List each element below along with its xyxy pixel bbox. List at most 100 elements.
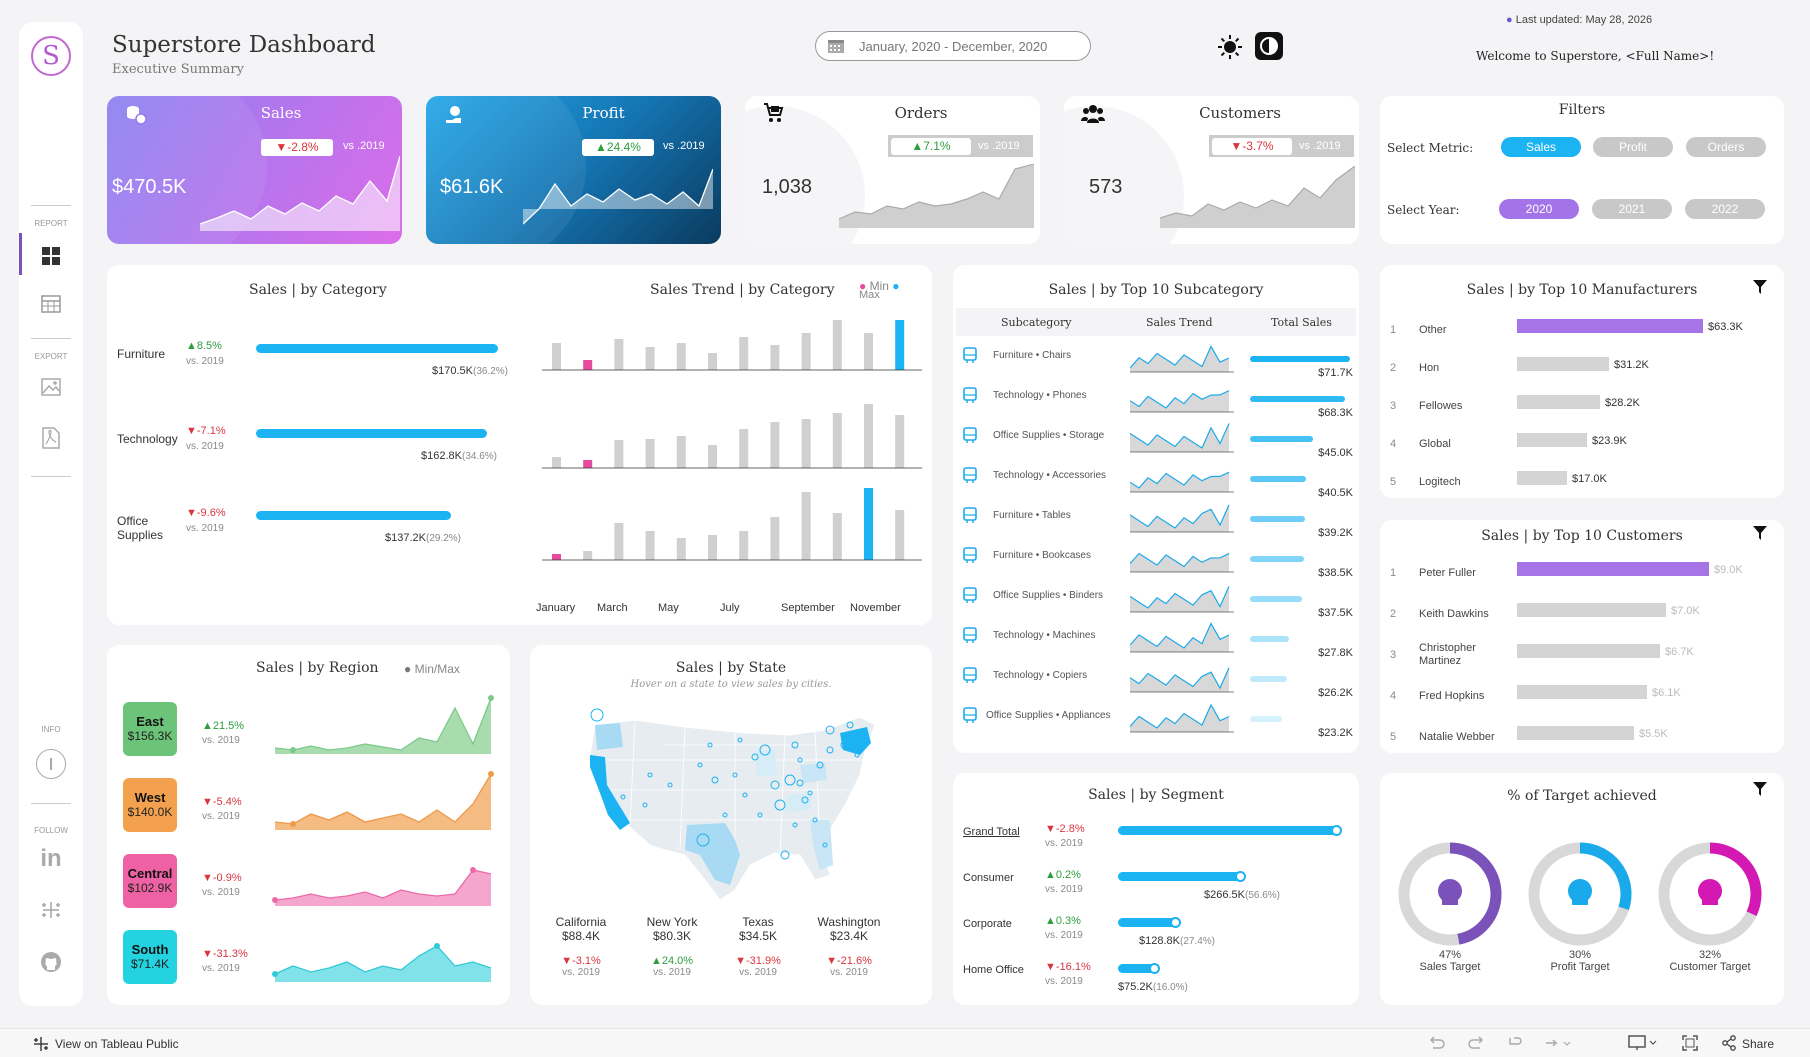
- kpi-customers-label: Customers: [1199, 104, 1281, 122]
- category-trend-bar: [801, 492, 811, 560]
- subcategory-sparkline: [1130, 471, 1234, 493]
- state-summary[interactable]: California $88.4K ▼-3.1% vs. 2019: [531, 915, 631, 978]
- logo[interactable]: S: [31, 36, 71, 76]
- subcategory-sparkline: [1130, 390, 1234, 413]
- rank-bar[interactable]: [1517, 433, 1587, 447]
- subcategory-bar[interactable]: [1250, 556, 1304, 562]
- share-button[interactable]: Share: [1742, 1037, 1775, 1051]
- rank-name: Keith Dawkins: [1419, 608, 1489, 620]
- rank-bar[interactable]: [1517, 726, 1634, 740]
- category-trend-bar: [739, 429, 749, 468]
- target-gauge[interactable]: 32% Customer Target: [1657, 841, 1763, 981]
- manufacturers-filter-icon[interactable]: [1752, 279, 1768, 295]
- cart-icon: [762, 102, 784, 124]
- region-card: Sales | by Region ● Min/Max East $156.3K ▲…: [107, 645, 510, 1005]
- linkedin-icon[interactable]: in: [40, 845, 62, 872]
- dark-mode-icon[interactable]: [1255, 32, 1283, 60]
- category-trend-bar: [708, 353, 717, 370]
- bookcase-icon: [961, 546, 979, 564]
- state-summary[interactable]: Washington $23.4K ▼-21.6% vs. 2019: [799, 915, 899, 978]
- target-gauge[interactable]: 47% Sales Target: [1397, 841, 1503, 981]
- subcategory-bar[interactable]: [1250, 356, 1350, 362]
- metric-pill-profit[interactable]: Profit: [1593, 137, 1673, 157]
- people-icon: [1081, 104, 1105, 124]
- year-pill-2021[interactable]: 2021: [1592, 199, 1672, 219]
- subcategory-bar[interactable]: [1250, 676, 1287, 682]
- segment-bar[interactable]: [1118, 964, 1158, 973]
- rank-bar[interactable]: [1517, 319, 1703, 333]
- category-trend-bar: [645, 439, 655, 468]
- subcategory-bar[interactable]: [1250, 396, 1345, 402]
- subcategory-bar[interactable]: [1250, 596, 1302, 602]
- targets-filter-icon[interactable]: [1752, 781, 1768, 797]
- subcategory-bar[interactable]: [1250, 716, 1282, 722]
- rank-bar[interactable]: [1517, 471, 1567, 485]
- category-bar[interactable]: [256, 511, 451, 520]
- revert-icon[interactable]: [1506, 1035, 1524, 1051]
- us-state-map[interactable]: [575, 705, 885, 900]
- region-vs: vs. 2019: [202, 963, 240, 974]
- rank-bar[interactable]: [1517, 644, 1660, 658]
- segment-bar[interactable]: [1118, 826, 1340, 835]
- state-summary[interactable]: Texas $34.5K ▼-31.9% vs. 2019: [708, 915, 808, 978]
- segment-bar-knob: [1170, 917, 1181, 928]
- region-tile-west[interactable]: West $140.0K: [123, 778, 177, 832]
- region-tile-south[interactable]: South $71.4K: [123, 930, 177, 984]
- category-trend-bar: [770, 517, 780, 560]
- subcategory-bar[interactable]: [1250, 436, 1313, 442]
- region-tile-central[interactable]: Central $102.9K: [123, 854, 177, 908]
- rank-bar[interactable]: [1517, 395, 1600, 409]
- image-export-icon[interactable]: [41, 377, 61, 397]
- date-range-picker[interactable]: January, 2020 - December, 2020: [815, 31, 1091, 61]
- share-icon[interactable]: [1721, 1035, 1737, 1051]
- rank-bar[interactable]: [1517, 357, 1609, 371]
- rank-value: $28.2K: [1605, 397, 1640, 409]
- github-icon[interactable]: [39, 950, 63, 974]
- category-trend-bar: [676, 343, 686, 370]
- state-summary[interactable]: New York $80.3K ▲24.0% vs. 2019: [622, 915, 722, 978]
- pdf-export-icon[interactable]: [42, 427, 60, 449]
- segment-bar[interactable]: [1118, 872, 1244, 881]
- customers-filter-icon[interactable]: [1752, 525, 1768, 541]
- region-delta: ▼-0.9%: [202, 872, 242, 884]
- undo-icon[interactable]: [1428, 1035, 1446, 1051]
- metric-pill-orders[interactable]: Orders: [1686, 137, 1766, 157]
- binder-icon: [961, 586, 979, 604]
- segment-bar[interactable]: [1118, 918, 1179, 927]
- rank-bar[interactable]: [1517, 603, 1666, 617]
- rank-bar[interactable]: [1517, 685, 1647, 699]
- year-pill-2022[interactable]: 2022: [1685, 199, 1765, 219]
- present-icon[interactable]: [1628, 1035, 1658, 1051]
- redo-icon[interactable]: [1467, 1035, 1485, 1051]
- segment-title: Sales | by Segment: [1088, 787, 1224, 803]
- subcategory-bar[interactable]: [1250, 476, 1306, 482]
- region-tile-east[interactable]: East $156.3K: [123, 702, 177, 756]
- subcategory-bar[interactable]: [1250, 636, 1289, 642]
- metric-pill-sales[interactable]: Sales: [1501, 137, 1581, 157]
- light-mode-icon[interactable]: [1217, 34, 1243, 60]
- subcategory-value: $37.5K: [1318, 607, 1353, 619]
- fullscreen-icon[interactable]: [1682, 1035, 1698, 1051]
- category-trend-bar: [832, 413, 842, 468]
- table-icon[interactable]: [41, 294, 61, 314]
- category-vs: vs. 2019: [186, 441, 224, 452]
- filters-card: Filters Select Metric: Sales Profit Orde…: [1380, 96, 1784, 244]
- year-pill-2020[interactable]: 2020: [1499, 199, 1579, 219]
- export-section-label: EXPORT: [34, 352, 68, 361]
- dashboard-icon[interactable]: [41, 246, 61, 266]
- info-icon[interactable]: [36, 749, 66, 779]
- subcategory-sparkline: [1130, 622, 1234, 653]
- view-on-tableau-link[interactable]: View on Tableau Public: [55, 1037, 179, 1051]
- state-name: Texas: [742, 915, 774, 929]
- tableau-icon[interactable]: [40, 899, 62, 921]
- rank-bar[interactable]: [1517, 562, 1709, 576]
- category-bar[interactable]: [256, 429, 487, 438]
- kpi-profit-card: Profit ▲24.4% vs .2019 $61.6K: [426, 96, 721, 244]
- category-bar[interactable]: [256, 344, 498, 353]
- segment-delta: ▼-16.1%: [1045, 961, 1091, 973]
- subcategory-bar[interactable]: [1250, 516, 1305, 522]
- rank-value: $31.2K: [1614, 359, 1649, 371]
- forward-icon[interactable]: [1544, 1035, 1572, 1051]
- target-gauge[interactable]: 30% Profit Target: [1527, 841, 1633, 981]
- people-icon: [1698, 879, 1722, 905]
